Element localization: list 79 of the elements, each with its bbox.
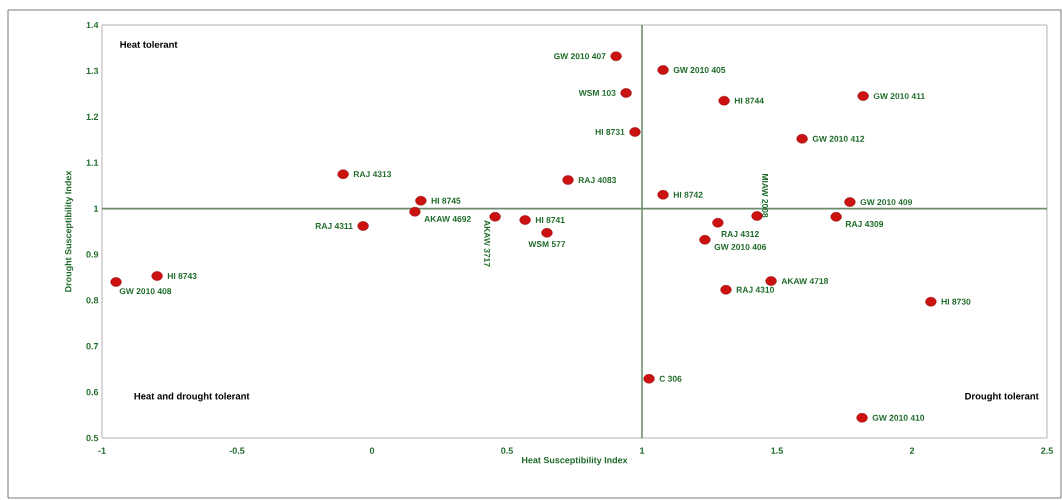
y-axis-title: Drought Susceptibility Index: [64, 170, 74, 292]
point: [657, 190, 669, 200]
x-tick-label: 0: [369, 447, 375, 454]
data-label: RAJ 4309: [845, 221, 884, 228]
point: [519, 215, 531, 225]
y-tick-label: 0.5: [86, 434, 99, 442]
data-label: HI 8731: [595, 128, 625, 135]
point: [718, 96, 730, 106]
y-tick-label: 0.9: [86, 251, 99, 258]
point: [796, 134, 808, 144]
data-label: GW 2010 406: [714, 243, 767, 250]
data-label: GW 2010 405: [673, 66, 726, 73]
y-tick-label: 1.4: [86, 21, 99, 29]
y-tick-label: 0.7: [86, 343, 99, 350]
data-label: GW 2010 412: [812, 135, 865, 142]
point: [337, 169, 349, 179]
x-tick-label: 1: [640, 447, 645, 454]
point: [151, 271, 163, 281]
data-label: HI 8730: [941, 298, 971, 305]
point: [643, 374, 655, 384]
data-label: RAJ 4313: [353, 171, 392, 178]
point: [357, 221, 369, 231]
point: [541, 228, 553, 238]
point: [409, 207, 421, 217]
data-label: WSM 577: [528, 241, 566, 248]
point: [720, 285, 732, 295]
annotation: Heat and drought tolerant: [134, 392, 250, 402]
point: [562, 175, 574, 185]
y-tick-label: 1.2: [86, 113, 99, 120]
point: [844, 197, 856, 207]
x-tick-label: 2.5: [1041, 447, 1053, 454]
data-label: RAJ 4310: [736, 286, 774, 293]
data-label: GW 2010 410: [872, 414, 925, 421]
point: [699, 235, 711, 245]
y-tick-label: 0.6: [86, 388, 99, 396]
point: [712, 218, 724, 228]
data-label: GW 2010 409: [860, 199, 913, 206]
point: [657, 65, 669, 75]
point: [610, 51, 622, 61]
data-label: GW 2010 407: [553, 53, 606, 60]
data-label: HI 8744: [734, 97, 764, 104]
annotation: Heat tolerant: [120, 40, 178, 48]
data-label: HI 8742: [673, 191, 703, 198]
point: [925, 297, 937, 307]
point: [415, 196, 427, 206]
point: [110, 277, 122, 287]
x-axis-title: Heat Susceptibility Index: [522, 456, 628, 466]
point: [751, 211, 763, 221]
data-label: HI 8741: [535, 217, 565, 224]
x-tick-label: 2: [909, 447, 915, 454]
x-tick-label: 1.5: [771, 447, 783, 454]
point: [489, 212, 501, 222]
x-tick-label: -0.5: [229, 447, 245, 454]
point: [629, 127, 641, 137]
data-label: AKAW 4718: [781, 278, 829, 285]
data-label: AKAW 3717: [484, 220, 491, 267]
point: [830, 212, 842, 222]
y-tick-label: 1.3: [86, 67, 99, 75]
y-tick-label: 1: [94, 205, 99, 212]
x-tick-label: -1: [98, 447, 106, 454]
data-label: HI 8745: [431, 197, 461, 204]
data-label: GW 2010 408: [119, 288, 172, 295]
point: [856, 413, 868, 423]
data-label: HI 8743: [167, 273, 197, 279]
x-tick-label: 0.5: [501, 447, 513, 454]
data-label: GW 2010 411: [873, 93, 925, 100]
data-label: C 306: [659, 375, 682, 382]
y-tick-label: 0.8: [86, 297, 99, 304]
annotation: Drought tolerant: [965, 392, 1039, 402]
data-label: MIAW 2008: [762, 174, 769, 218]
point: [765, 276, 777, 286]
y-tick-label: 1.1: [86, 159, 99, 166]
data-label: RAJ 4083: [578, 177, 617, 184]
data-label: WSM 103: [578, 89, 616, 96]
data-label: AKAW 4692: [424, 215, 471, 222]
data-label: RAJ 4312: [721, 230, 759, 237]
point: [857, 91, 869, 101]
point: [620, 88, 632, 98]
data-label: RAJ 4311: [315, 222, 353, 229]
